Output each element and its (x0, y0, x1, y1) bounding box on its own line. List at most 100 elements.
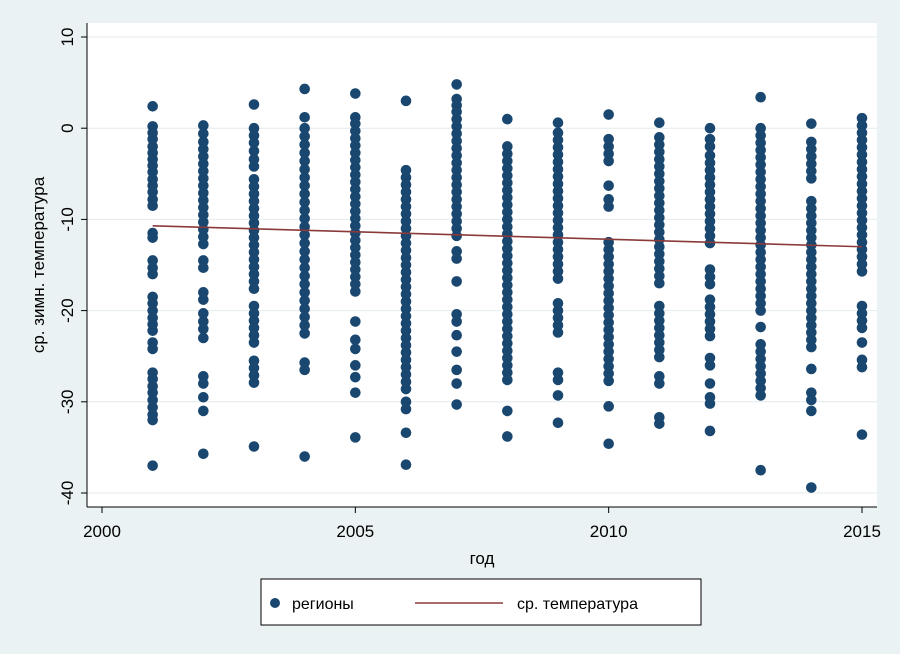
data-point (299, 147, 310, 159)
data-point (755, 353, 766, 365)
data-point (248, 355, 260, 367)
data-point (451, 253, 462, 264)
data-point (248, 122, 260, 134)
data-point (704, 378, 716, 389)
data-point (552, 134, 564, 146)
data-point (502, 192, 513, 203)
data-point (400, 208, 412, 220)
data-point (856, 315, 868, 326)
data-point (147, 186, 158, 198)
data-point (400, 427, 412, 439)
data-point (502, 214, 513, 225)
data-point (856, 171, 868, 182)
data-point (400, 318, 412, 329)
data-point (502, 301, 513, 313)
data-point (400, 259, 412, 271)
data-point (603, 368, 614, 379)
data-point (451, 208, 462, 220)
data-point (299, 213, 310, 224)
data-point (654, 277, 665, 289)
legend: регионы ср. температура (260, 578, 702, 626)
data-point (755, 188, 766, 200)
data-point (806, 363, 817, 375)
data-point (704, 294, 716, 305)
data-point (552, 156, 564, 168)
data-point (806, 268, 817, 280)
data-point (198, 158, 209, 170)
data-point (806, 225, 817, 236)
data-point (198, 209, 209, 221)
data-point (704, 271, 716, 283)
data-point (198, 151, 209, 162)
data-point (147, 414, 158, 426)
data-point (299, 451, 310, 462)
data-point (654, 344, 665, 356)
y-tick-label: 10 (58, 28, 77, 47)
data-point (856, 142, 868, 153)
data-point (755, 339, 766, 350)
data-point (856, 308, 868, 319)
data-point (400, 332, 412, 344)
data-point (654, 308, 665, 319)
data-point (856, 178, 868, 190)
y-tick-label: -10 (58, 207, 77, 232)
data-point (806, 327, 817, 338)
data-point (806, 319, 817, 331)
data-point (755, 173, 766, 185)
data-point (451, 364, 462, 376)
data-point (603, 346, 614, 357)
data-point (856, 163, 868, 175)
data-point (806, 290, 817, 302)
data-point (299, 204, 310, 216)
data-point (502, 155, 513, 167)
data-point (198, 294, 209, 305)
plot-area (87, 23, 877, 507)
data-point (552, 305, 564, 316)
data-point (603, 280, 614, 292)
data-point (603, 133, 614, 145)
data-point (350, 271, 361, 283)
data-point (248, 441, 260, 452)
data-point (147, 387, 158, 398)
data-point (451, 150, 462, 161)
data-point (502, 141, 513, 152)
data-point (806, 232, 817, 243)
data-point (147, 343, 158, 355)
data-point (755, 246, 766, 258)
data-point (198, 448, 209, 460)
data-point (755, 368, 766, 379)
data-point (806, 136, 817, 148)
data-point (451, 308, 462, 320)
data-point (856, 200, 868, 212)
data-point (856, 149, 868, 160)
data-point (350, 242, 361, 253)
data-point (755, 290, 766, 302)
data-point (350, 125, 361, 137)
data-point (654, 248, 665, 260)
data-point (248, 276, 260, 287)
data-point (198, 143, 209, 155)
data-point (198, 173, 209, 184)
data-point (654, 329, 665, 341)
data-point (299, 172, 310, 183)
data-point (502, 405, 513, 417)
data-point (704, 194, 716, 205)
data-point (654, 190, 665, 201)
data-point (502, 360, 513, 371)
data-point (552, 236, 564, 248)
data-point (603, 287, 614, 299)
data-point (147, 268, 158, 280)
data-point (400, 172, 412, 183)
data-point (350, 278, 361, 290)
data-point (552, 207, 564, 219)
data-point (400, 281, 412, 293)
data-point (198, 216, 209, 228)
data-point (806, 394, 817, 406)
data-point (299, 237, 310, 249)
x-tick-label: 2000 (83, 522, 121, 541)
data-point (248, 300, 260, 312)
data-point (856, 207, 868, 219)
data-point (755, 321, 766, 333)
data-point (755, 122, 766, 134)
data-point (400, 237, 412, 249)
